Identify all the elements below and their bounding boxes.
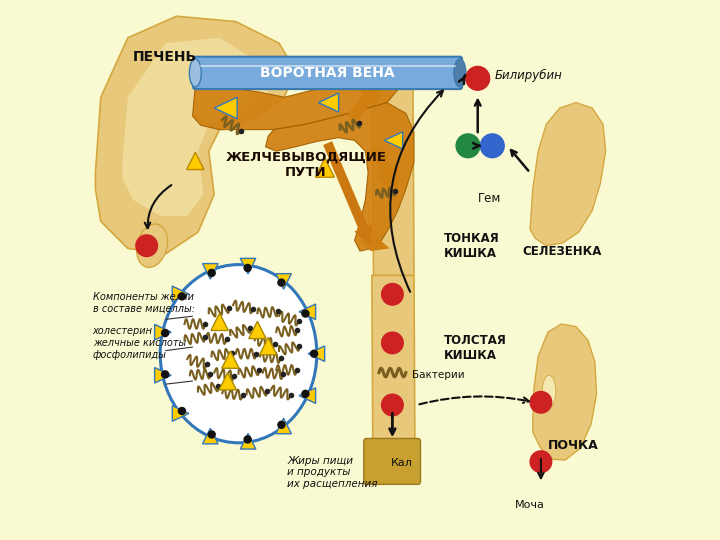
Polygon shape bbox=[249, 321, 266, 339]
Circle shape bbox=[530, 451, 552, 472]
Polygon shape bbox=[533, 324, 596, 460]
Polygon shape bbox=[186, 152, 204, 170]
Polygon shape bbox=[323, 141, 368, 230]
Circle shape bbox=[161, 329, 168, 336]
Polygon shape bbox=[240, 434, 256, 449]
Text: Кал: Кал bbox=[391, 458, 413, 468]
Circle shape bbox=[278, 279, 285, 286]
Text: ТОНКАЯ
КИШКА: ТОНКАЯ КИШКА bbox=[444, 232, 500, 260]
Polygon shape bbox=[122, 38, 269, 216]
Polygon shape bbox=[299, 388, 315, 403]
Polygon shape bbox=[384, 132, 402, 149]
Polygon shape bbox=[276, 418, 292, 434]
Text: ПЕЧЕНЬ: ПЕЧЕНЬ bbox=[133, 50, 197, 64]
Text: ЖЕЛЧЕВЫВОДЯЩИЕ
ПУТИ: ЖЕЛЧЕВЫВОДЯЩИЕ ПУТИ bbox=[225, 151, 387, 179]
Circle shape bbox=[136, 235, 158, 256]
Text: ТОЛСТАЯ
КИШКА: ТОЛСТАЯ КИШКА bbox=[444, 334, 507, 362]
Polygon shape bbox=[372, 275, 415, 482]
Polygon shape bbox=[211, 313, 228, 330]
Polygon shape bbox=[360, 232, 390, 251]
Circle shape bbox=[208, 269, 215, 276]
Ellipse shape bbox=[137, 224, 168, 267]
Polygon shape bbox=[318, 93, 338, 112]
FancyBboxPatch shape bbox=[193, 57, 462, 89]
Polygon shape bbox=[299, 304, 315, 320]
Circle shape bbox=[302, 390, 309, 397]
Ellipse shape bbox=[160, 265, 317, 443]
Text: ВОРОТНАЯ ВЕНА: ВОРОТНАЯ ВЕНА bbox=[261, 66, 395, 80]
Ellipse shape bbox=[454, 59, 466, 87]
Polygon shape bbox=[215, 97, 237, 119]
Circle shape bbox=[382, 332, 403, 354]
Polygon shape bbox=[222, 351, 239, 368]
FancyBboxPatch shape bbox=[364, 438, 420, 484]
Circle shape bbox=[456, 134, 480, 158]
Ellipse shape bbox=[189, 59, 202, 87]
Polygon shape bbox=[260, 338, 277, 355]
Circle shape bbox=[302, 310, 309, 317]
Circle shape bbox=[208, 431, 215, 438]
Circle shape bbox=[179, 293, 186, 300]
Text: Компоненты желчи
в составе мицеллы:

холестерин
желчные кислоты
фосфолипиды: Компоненты желчи в составе мицеллы: холе… bbox=[93, 292, 194, 360]
Circle shape bbox=[382, 394, 403, 416]
Polygon shape bbox=[354, 224, 372, 246]
Polygon shape bbox=[172, 286, 189, 302]
Polygon shape bbox=[315, 158, 334, 177]
Polygon shape bbox=[240, 258, 256, 274]
Circle shape bbox=[278, 421, 285, 428]
Text: Билирубин: Билирубин bbox=[495, 69, 563, 82]
Text: Бактерии: Бактерии bbox=[413, 370, 465, 380]
Circle shape bbox=[179, 408, 186, 415]
Text: ПОЧКА: ПОЧКА bbox=[548, 439, 598, 452]
Text: СЕЛЕЗЕНКА: СЕЛЕЗЕНКА bbox=[523, 245, 602, 258]
Polygon shape bbox=[193, 75, 400, 130]
Polygon shape bbox=[202, 428, 218, 444]
Circle shape bbox=[530, 392, 552, 413]
Circle shape bbox=[244, 436, 251, 443]
Polygon shape bbox=[266, 103, 414, 251]
Polygon shape bbox=[172, 406, 189, 421]
Polygon shape bbox=[202, 264, 218, 279]
Polygon shape bbox=[358, 78, 382, 104]
Polygon shape bbox=[377, 168, 398, 194]
Polygon shape bbox=[155, 368, 171, 383]
Text: Моча: Моча bbox=[516, 500, 545, 510]
Circle shape bbox=[161, 371, 168, 378]
Polygon shape bbox=[530, 103, 606, 246]
Polygon shape bbox=[155, 325, 171, 340]
Polygon shape bbox=[219, 373, 236, 390]
Polygon shape bbox=[372, 75, 414, 275]
Circle shape bbox=[382, 284, 403, 305]
Polygon shape bbox=[308, 346, 325, 361]
Text: Гем: Гем bbox=[478, 192, 501, 205]
Polygon shape bbox=[276, 274, 292, 289]
Circle shape bbox=[244, 265, 251, 272]
Circle shape bbox=[310, 350, 318, 357]
Ellipse shape bbox=[542, 375, 556, 408]
Circle shape bbox=[480, 134, 504, 158]
Text: Жиры пищи
и продукты
их расщепления: Жиры пищи и продукты их расщепления bbox=[287, 456, 377, 489]
Polygon shape bbox=[371, 146, 393, 176]
Polygon shape bbox=[347, 94, 372, 123]
Circle shape bbox=[466, 66, 490, 90]
Polygon shape bbox=[95, 16, 295, 254]
